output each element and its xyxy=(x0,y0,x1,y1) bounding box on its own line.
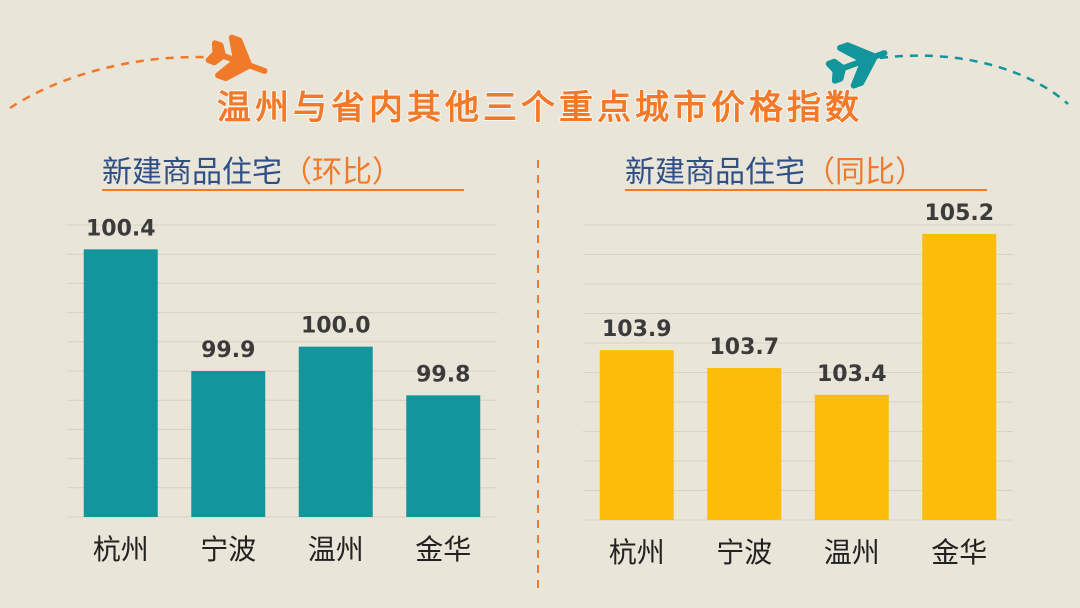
category-label: 金华 xyxy=(931,536,987,569)
bar xyxy=(599,350,674,520)
category-label: 杭州 xyxy=(609,536,665,569)
flight-path-right xyxy=(879,54,1069,105)
bar xyxy=(814,394,889,520)
data-label: 100.4 xyxy=(86,216,156,241)
flight-path-left xyxy=(9,55,223,110)
left-subtitle-paren: （环比） xyxy=(282,155,402,190)
left-subtitle-main: 新建商品住宅 xyxy=(102,155,282,190)
bar xyxy=(83,249,158,518)
data-label: 99.9 xyxy=(201,338,255,363)
bar xyxy=(191,371,266,517)
left-chart: 100.4 杭州 99.9 宁波 100.0 温州 99.8 金华 xyxy=(67,216,497,566)
right-subtitle-paren: （同比） xyxy=(805,155,925,190)
data-label: 100.0 xyxy=(301,314,371,339)
data-label: 99.8 xyxy=(416,362,470,387)
bar xyxy=(298,346,373,517)
left-subtitle: 新建商品住宅（环比） xyxy=(102,155,402,190)
data-label: 103.7 xyxy=(709,335,779,360)
category-label: 宁波 xyxy=(200,533,256,566)
chart-title: 温州与省内其他三个重点城市价格指数 xyxy=(217,88,863,128)
category-label: 杭州 xyxy=(93,533,149,566)
data-label: 103.4 xyxy=(817,362,887,387)
airplane-icon xyxy=(825,42,888,89)
bar xyxy=(707,368,782,520)
right-chart: 103.9 杭州 103.7 宁波 103.4 温州 105.2 金华 xyxy=(583,201,1013,569)
category-label: 宁波 xyxy=(716,536,772,569)
category-label: 温州 xyxy=(824,536,880,569)
category-label: 温州 xyxy=(308,533,364,566)
bar xyxy=(922,233,997,520)
data-label: 105.2 xyxy=(924,201,994,226)
right-subtitle: 新建商品住宅（同比） xyxy=(625,155,925,190)
airplane-icon xyxy=(205,34,268,82)
category-label: 金华 xyxy=(415,533,471,566)
right-subtitle-main: 新建商品住宅 xyxy=(625,155,805,190)
data-label: 103.9 xyxy=(602,317,672,342)
bar xyxy=(406,395,481,517)
